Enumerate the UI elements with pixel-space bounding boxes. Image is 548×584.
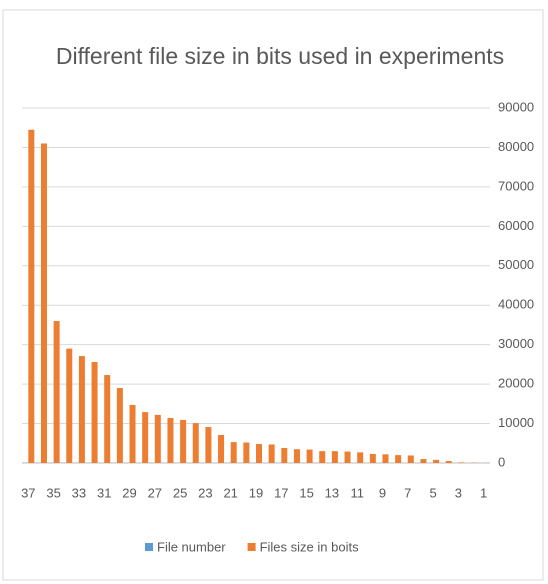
y-tick-label: 30000 [498, 336, 534, 351]
x-tick-label: 23 [198, 485, 212, 500]
bar [40, 143, 47, 463]
x-tick-label: 17 [274, 485, 288, 500]
legend-swatch [145, 543, 153, 551]
bar [116, 388, 123, 463]
x-tick-label: 29 [122, 485, 136, 500]
y-tick-label: 0 [498, 454, 505, 469]
y-tick-label: 20000 [498, 376, 534, 391]
bar [218, 434, 225, 463]
bar [180, 420, 187, 463]
x-tick-label: 35 [46, 485, 60, 500]
bar [91, 362, 98, 463]
y-tick-label: 90000 [498, 99, 534, 114]
x-tick-label: 9 [379, 485, 386, 500]
bar [395, 455, 402, 463]
x-tick-label: 11 [350, 485, 364, 500]
bar [357, 452, 364, 463]
bar [344, 451, 351, 463]
bar [420, 459, 427, 463]
chart-border [2, 9, 544, 581]
bar [433, 459, 440, 463]
y-tick-label: 70000 [498, 178, 534, 193]
bar [369, 453, 376, 463]
bar [154, 414, 161, 463]
bar [243, 442, 250, 463]
x-tick-label: 5 [429, 485, 436, 500]
bar [192, 423, 199, 463]
x-tick-label: 25 [173, 485, 187, 500]
bar [167, 418, 174, 463]
bar [28, 129, 35, 463]
bar [129, 405, 136, 463]
chart-title: Different file size in bits used in expe… [56, 43, 504, 69]
x-tick-label: 31 [97, 485, 111, 500]
bar [53, 321, 60, 463]
x-tick-label: 1 [480, 485, 487, 500]
bar [230, 442, 237, 463]
bar [319, 451, 326, 463]
bar [407, 455, 414, 463]
bar [281, 448, 288, 463]
x-tick-label: 33 [72, 485, 86, 500]
bar [331, 451, 338, 463]
bar [66, 348, 73, 463]
x-tick-label: 7 [404, 485, 411, 500]
y-tick-label: 60000 [498, 218, 534, 233]
y-tick-label: 40000 [498, 297, 534, 312]
bar [293, 449, 300, 463]
x-tick-label: 15 [299, 485, 313, 500]
bar [382, 454, 389, 463]
bar [142, 412, 149, 463]
bar [78, 356, 85, 463]
bar [256, 444, 262, 463]
y-tick-label: 80000 [498, 139, 534, 154]
x-tick-label: 3 [455, 485, 462, 500]
legend-swatch [247, 543, 256, 551]
x-tick-label: 37 [21, 485, 35, 500]
bar [445, 461, 452, 463]
x-tick-label: 19 [249, 485, 263, 500]
bar [268, 444, 275, 463]
legend-label: Files size in boits [260, 539, 359, 554]
x-tick-label: 27 [148, 485, 162, 500]
bar [458, 462, 465, 463]
x-tick-label: 13 [325, 485, 339, 500]
bar [104, 375, 111, 463]
y-tick-label: 50000 [498, 257, 534, 272]
bar [205, 427, 212, 463]
legend-label: File number [157, 539, 226, 554]
x-tick-label: 21 [223, 485, 237, 500]
y-tick-label: 10000 [498, 415, 534, 430]
bar [306, 449, 313, 463]
